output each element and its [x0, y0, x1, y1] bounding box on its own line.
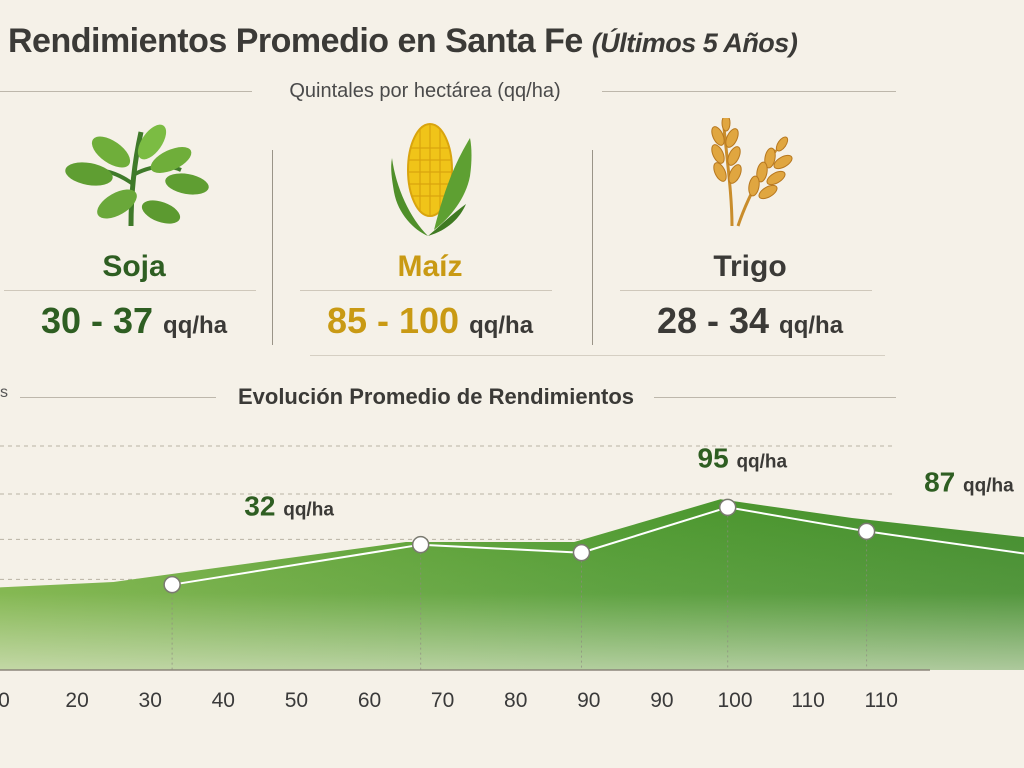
column-divider — [592, 150, 593, 345]
crop-range: 85 - 100 qq/ha — [280, 300, 580, 342]
data-label: 87 qq/ha — [924, 466, 1014, 497]
data-point — [411, 535, 430, 554]
data-label-unit: qq/ha — [736, 451, 787, 472]
chart-stub-text: s — [0, 384, 8, 401]
crop-range-unit: qq/ha — [163, 312, 228, 339]
x-tick-label: 70 — [431, 689, 454, 712]
crop-card-soja: Soja 30 - 37 qq/ha — [0, 118, 284, 358]
page-title: Rendimientos Promedio en Santa Fe (Últim… — [8, 22, 798, 61]
crop-range-unit: qq/ha — [469, 312, 534, 339]
crop-range-value: 85 - 100 — [326, 300, 460, 341]
crop-name: Trigo — [713, 250, 787, 283]
series-line — [171, 506, 1024, 586]
crop-rule — [620, 290, 872, 291]
data-label-unit: qq/ha — [283, 499, 334, 520]
chart-title-rule-right — [654, 397, 896, 398]
x-tick-label: 50 — [285, 689, 308, 712]
crop-name: Soja — [102, 250, 166, 283]
title-main: Rendimientos Promedio en Santa Fe — [8, 22, 583, 60]
data-label: 32 qq/ha — [244, 490, 334, 521]
subtitle-rule-right — [602, 91, 896, 92]
column-divider — [272, 150, 273, 345]
soy-plant-icon — [65, 124, 209, 227]
data-label: 95 qq/ha — [698, 442, 788, 473]
crop-rule — [300, 290, 552, 291]
section-rule — [310, 355, 885, 356]
chart-title: Evolución Promedio de Rendimientos — [237, 384, 635, 409]
crop-card-maiz: Maíz 85 - 100 qq/ha — [280, 118, 580, 358]
x-tick-label: 90 — [577, 689, 600, 712]
data-label-value: 95 — [698, 442, 737, 473]
x-tick-label: 0 — [0, 689, 10, 712]
x-tick-label: 80 — [504, 689, 527, 712]
crop-name: Maíz — [397, 250, 463, 283]
crop-range-value: 30 - 37 — [40, 300, 154, 341]
x-tick-label: 30 — [139, 689, 162, 712]
crop-range: 30 - 37 qq/ha — [0, 300, 284, 342]
data-point — [857, 522, 876, 541]
crop-card-trigo: Trigo 28 - 34 qq/ha — [600, 118, 900, 358]
x-tick-label: 20 — [65, 689, 88, 712]
data-point — [163, 575, 181, 594]
data-point — [718, 498, 737, 517]
data-label-unit: qq/ha — [963, 475, 1014, 496]
data-label-value: 87 — [924, 466, 963, 497]
crop-range: 28 - 34 qq/ha — [600, 300, 900, 342]
subtitle: Quintales por hectárea (qq/ha) — [289, 80, 561, 102]
subtitle-row: Quintales por hectárea (qq/ha) — [0, 76, 896, 106]
x-tick-label: 40 — [212, 689, 235, 712]
data-point — [572, 543, 591, 562]
crop-range-unit: qq/ha — [779, 312, 844, 339]
crop-range-value: 28 - 34 — [656, 300, 770, 341]
corn-cob-icon — [391, 123, 472, 236]
chart-title-rule-left — [20, 397, 216, 398]
wheat-ears-icon — [711, 118, 793, 227]
x-tick-label: 110 — [864, 689, 897, 712]
crop-rule — [4, 290, 256, 291]
x-tick-label: 110 — [791, 689, 824, 712]
x-tick-label: 90 — [650, 689, 673, 712]
yield-area-fade — [0, 499, 1024, 670]
x-tick-label: 60 — [358, 689, 381, 712]
x-tick-label: 100 — [717, 689, 752, 712]
subtitle-rule-left — [0, 91, 252, 92]
title-period: (Últimos 5 Años) — [591, 28, 798, 58]
chart-header: Evolución Promedio de Rendimientos — [0, 382, 896, 412]
data-label-value: 32 — [244, 490, 283, 521]
